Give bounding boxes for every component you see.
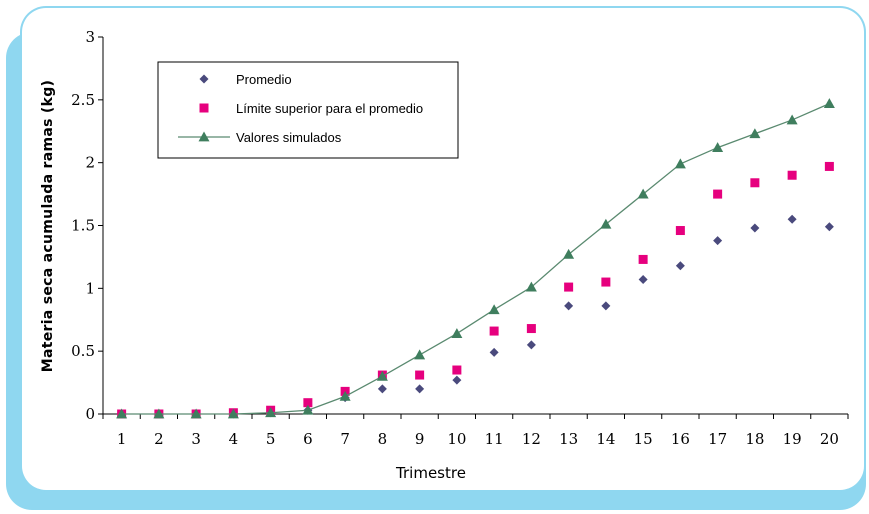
data-point-diamond [489,347,499,357]
data-point-diamond [452,375,462,385]
data-point-triangle [451,328,463,338]
legend-item: Promedio [199,72,292,87]
legend-items: Promedio Límite superior para el promedio… [178,72,423,145]
x-tick-label: 12 [522,430,541,448]
data-point-square [526,324,536,334]
legend-label: Promedio [236,72,292,87]
data-point-diamond [377,384,387,394]
data-point-square [824,161,834,171]
x-tick-label: 14 [596,430,615,448]
x-tick-label: 10 [447,430,466,448]
series-diamond [117,214,834,419]
data-point-diamond [787,214,797,224]
data-point-diamond [526,340,536,350]
x-ticks: 1 2 3 4 5 6 7 8 9 10 11 12 13 14 15 16 17 18 19 20 [102,414,849,448]
y-tick-label: 1 [85,279,95,297]
data-point-triangle [600,218,612,229]
data-point-square [638,254,648,264]
data-point-square [489,326,499,336]
legend-item: Límite superior para el promedio [199,101,423,116]
x-tick-label: 1 [117,430,127,448]
legend: Promedio Límite superior para el promedio… [157,61,459,159]
data-point-diamond [713,236,723,246]
x-tick-label: 15 [634,430,653,448]
x-tick-label: 20 [820,430,839,448]
data-point-triangle [302,404,314,415]
data-point-triangle [563,248,575,259]
x-tick-label: 18 [745,430,764,448]
x-tick-label: 6 [303,430,313,448]
data-point-triangle [525,281,537,292]
x-axis-title: Trimestre [395,464,466,482]
data-point-triangle [488,304,500,315]
data-point-diamond [824,222,834,232]
x-tick-label: 3 [191,430,201,448]
y-tick-label: 3 [85,28,95,46]
data-point-triangle [414,349,426,360]
series-layer [116,98,835,419]
data-point-diamond [675,261,685,271]
data-point-diamond [750,223,760,233]
data-point-triangle [674,158,686,169]
y-tick-label: 0 [85,405,95,423]
data-point-diamond [638,275,648,285]
x-tick-label: 2 [154,430,164,448]
data-point-triangle [116,408,128,419]
data-point-diamond [601,301,611,311]
data-point-triangle [153,408,165,419]
data-point-triangle [376,370,388,381]
data-point-triangle [265,407,277,418]
x-tick-label: 19 [783,430,802,448]
legend-marker-diamond [199,74,209,84]
x-tick-label: 5 [266,430,276,448]
data-point-square [452,365,462,375]
data-point-square [601,277,611,287]
x-tick-label: 16 [671,430,690,448]
y-tick-label: 0.5 [71,342,95,360]
data-point-triangle [637,188,649,199]
data-point-square [787,170,797,180]
data-point-diamond [415,384,425,394]
y-tick-label: 2 [85,154,95,172]
data-point-triangle [227,408,239,419]
legend-label: Valores simulados [236,130,342,145]
data-point-square [564,282,574,292]
data-point-triangle [712,142,724,152]
data-point-square [675,226,685,236]
x-tick-label: 11 [485,430,504,448]
data-point-square [713,189,723,199]
legend-marker-square [199,103,209,113]
y-tick-label: 1.5 [71,217,95,235]
legend-label: Límite superior para el promedio [236,101,423,116]
data-point-triangle [190,408,202,419]
data-point-triangle [823,98,835,109]
y-tick-label: 2.5 [71,91,95,109]
series-square [117,161,834,419]
y-axis-title: Materia seca acumulada ramas (kg) [40,80,56,373]
series-triangle [116,98,835,419]
x-tick-label: 4 [229,430,239,448]
data-point-triangle [749,128,761,139]
data-point-diamond [564,301,574,311]
x-tick-label: 17 [708,430,727,448]
data-point-square [303,398,313,408]
x-tick-label: 13 [559,430,578,448]
x-tick-label: 7 [340,430,350,448]
x-tick-label: 9 [415,430,425,448]
y-ticks: 0 0.5 1 1.5 2 2.5 3 [71,28,103,423]
data-point-square [415,370,425,380]
series-line [121,103,830,415]
legend-item: Valores simulados [178,130,342,145]
data-point-triangle [786,114,798,125]
x-tick-label: 8 [378,430,388,448]
data-point-triangle [339,390,351,401]
data-point-square [750,178,760,188]
legend-marker-triangle [198,131,210,142]
